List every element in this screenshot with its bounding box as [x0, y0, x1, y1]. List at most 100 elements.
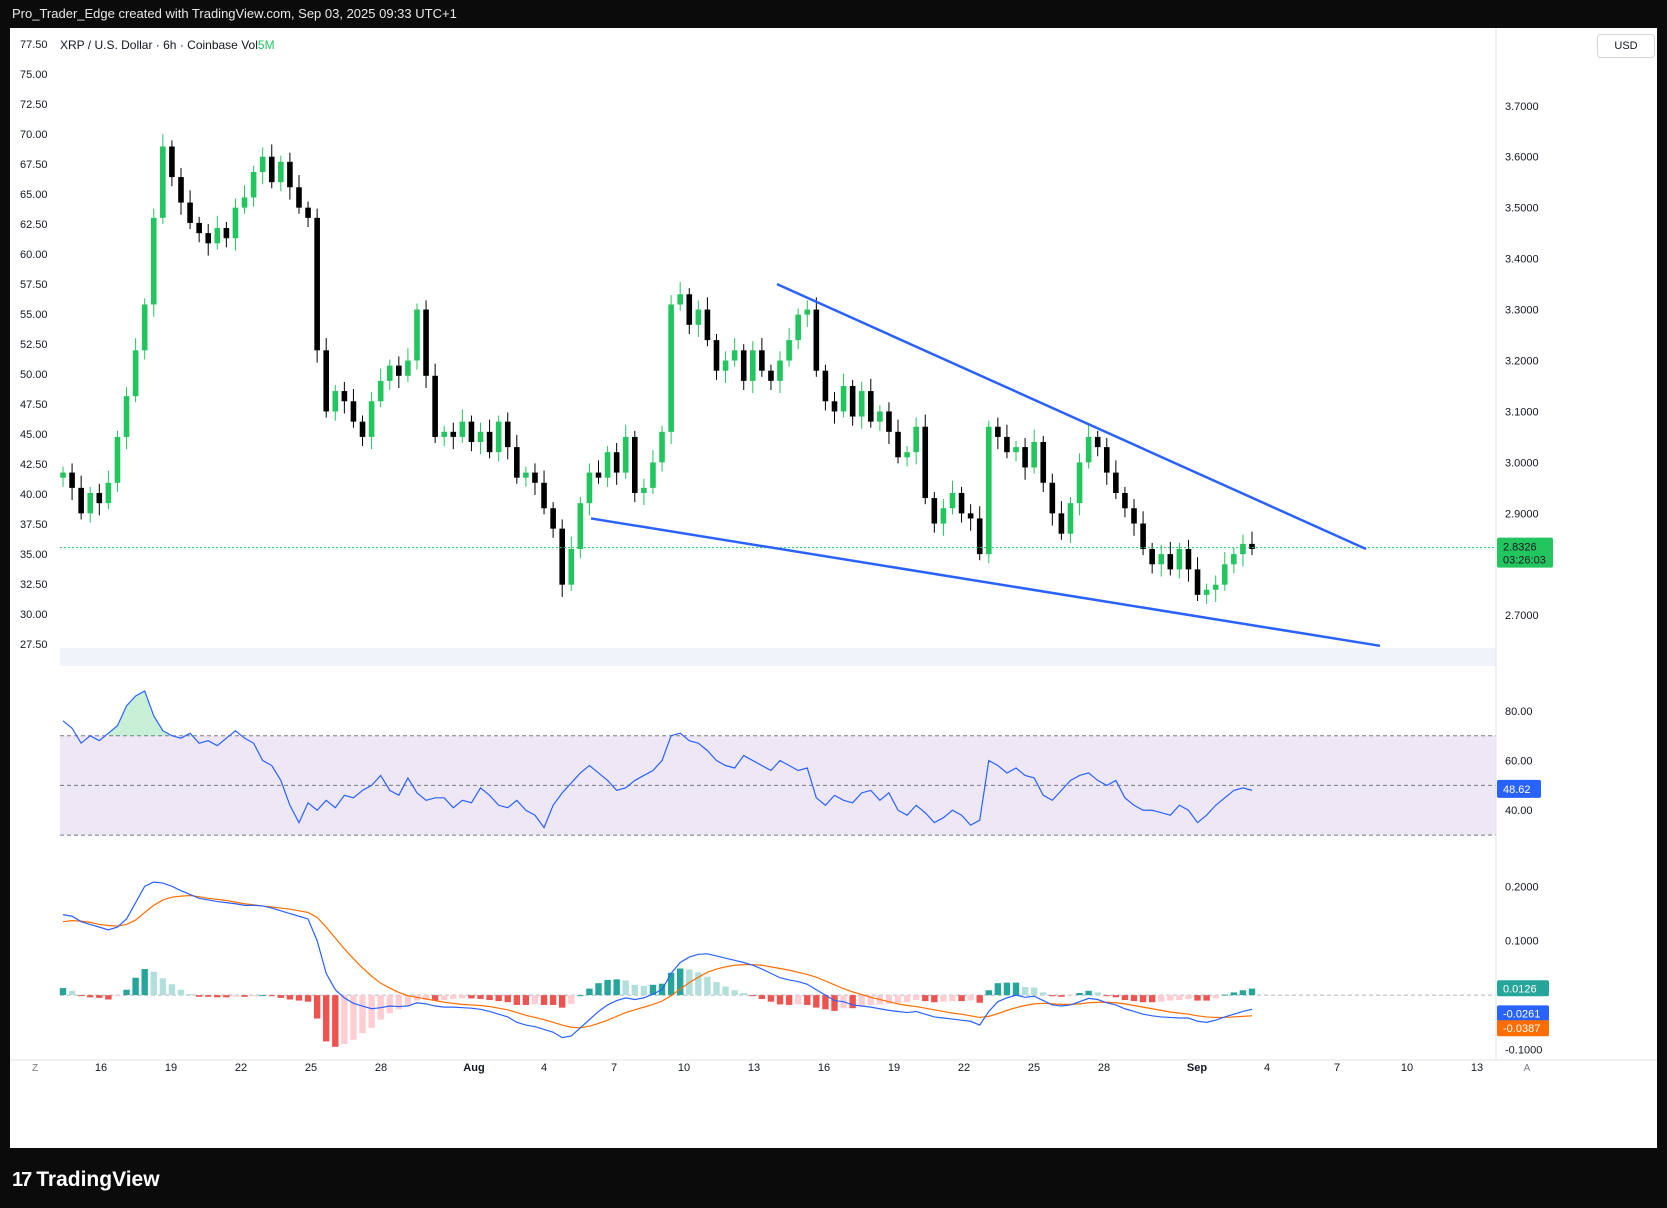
macd-histogram-bar — [241, 995, 248, 997]
candle-body — [241, 197, 248, 208]
candle-body — [1194, 569, 1201, 595]
candle-body — [559, 528, 565, 585]
macd-histogram-bar — [1248, 988, 1256, 996]
candle-body — [759, 350, 765, 371]
macd-histogram-bar — [295, 995, 303, 1001]
macd-histogram-bar — [341, 995, 348, 1045]
candle-body — [1131, 508, 1137, 524]
candle-body — [296, 187, 302, 208]
candle-countdown: 03:26:03 — [1503, 555, 1546, 567]
macd-histogram-bar — [168, 984, 176, 996]
candle-body — [1221, 564, 1228, 585]
candle-body — [1240, 543, 1246, 555]
wedge-trendline — [590, 517, 1381, 648]
macd-histogram-bar — [1239, 990, 1247, 996]
macd-histogram-bar — [568, 995, 575, 1004]
macd-histogram-bar — [695, 972, 702, 996]
time-axis-tick: Aug — [463, 1062, 484, 1074]
candle-body — [1185, 549, 1192, 570]
candle-body — [1067, 503, 1074, 534]
right-axis-tick: 3.6000 — [1505, 152, 1539, 164]
candle-body — [314, 217, 320, 351]
macd-histogram-bar — [350, 995, 357, 1040]
macd-histogram-bar — [1212, 995, 1219, 999]
currency-button[interactable]: USD — [1597, 34, 1655, 58]
macd-histogram-bar — [395, 995, 403, 1010]
symbol-label[interactable]: XRP / U.S. Dollar · 6h · Coinbase — [60, 38, 238, 52]
candle-body — [441, 431, 448, 437]
time-axis-tick: 28 — [1098, 1062, 1110, 1074]
candle-body — [686, 294, 693, 325]
macd-histogram-bar — [903, 995, 911, 1003]
macd-histogram-bar — [894, 995, 902, 1003]
macd-histogram-bar — [1103, 995, 1110, 997]
chart-panel[interactable]: 77.50 75.00 72.50 70.00 67.50 65.00 62.50 60.00… — [10, 28, 1657, 1148]
macd-axis-tick: 0.2000 — [1505, 881, 1539, 893]
left-axis-tick: 65.00 — [20, 189, 48, 201]
macd-histogram-bar — [268, 995, 275, 997]
candle-body — [550, 508, 556, 529]
candle-body — [504, 421, 511, 448]
candle-body — [450, 431, 457, 437]
left-axis-tick: 47.50 — [20, 399, 48, 411]
macd-histogram-bar — [958, 995, 965, 1002]
right-axis-tick: 3.1000 — [1505, 406, 1539, 418]
candle-body — [822, 370, 829, 402]
candle-body — [722, 360, 729, 371]
macd-value-badge — [1497, 1005, 1549, 1022]
candle-body — [350, 401, 357, 422]
candle-body — [341, 391, 348, 402]
time-axis-tick: 4 — [541, 1062, 547, 1074]
macd-histogram-bar — [450, 995, 457, 999]
rsi-axis-tick: 40.00 — [1505, 805, 1533, 817]
macd-histogram-bar — [994, 983, 1002, 996]
macd-histogram-bar — [404, 995, 412, 1006]
left-axis-tick: 75.00 — [20, 69, 48, 81]
candle-body — [604, 452, 611, 478]
macd-histogram-bar — [822, 995, 829, 1010]
left-axis-tick: 32.50 — [20, 579, 48, 591]
candle-body — [1058, 513, 1065, 534]
candle-body — [1113, 472, 1119, 493]
macd-histogram-bar — [758, 995, 766, 999]
macd-histogram-bar — [1030, 987, 1038, 996]
macd-histogram-bar — [604, 979, 611, 996]
macd-histogram-bar — [1021, 986, 1029, 996]
macd-histogram-bar — [858, 995, 865, 1007]
macd-histogram-bar — [368, 995, 375, 1028]
candle-body — [1167, 554, 1174, 570]
current-price-badge — [1497, 537, 1553, 568]
time-axis-tick: 25 — [305, 1062, 317, 1074]
macd-histogram-bar — [123, 989, 130, 996]
candle-body — [78, 487, 84, 514]
candle-body — [922, 426, 929, 499]
left-axis-tick: 62.50 — [20, 219, 48, 231]
left-axis-tick: 35.00 — [20, 549, 48, 561]
time-axis-tick: 19 — [888, 1062, 900, 1074]
macd-histogram-bar — [540, 995, 548, 1005]
chart-canvas[interactable]: 77.50 75.00 72.50 70.00 67.50 65.00 62.50 60.00… — [10, 28, 1657, 1148]
candle-body — [632, 436, 638, 493]
macd-histogram-bar — [549, 995, 557, 1005]
macd-histogram-bar — [558, 995, 566, 1008]
macd-histogram-bar — [77, 995, 85, 997]
macd-histogram-bar — [277, 995, 285, 998]
macd-histogram-bar — [804, 995, 811, 1005]
macd-histogram-bar — [631, 984, 639, 996]
macd-histogram-bar — [1185, 995, 1192, 999]
right-axis-tick: 3.0000 — [1505, 457, 1539, 469]
right-axis-tick: 3.3000 — [1505, 305, 1539, 317]
right-axis-tick: 3.7000 — [1505, 101, 1539, 113]
candle-body — [323, 350, 330, 412]
candle-body — [858, 391, 865, 417]
macd-histogram-bar — [1112, 995, 1120, 998]
candle-body — [659, 431, 665, 463]
candle-body — [1203, 589, 1210, 595]
left-axis-tick: 42.50 — [20, 459, 48, 471]
time-axis-tick: 7 — [1334, 1062, 1340, 1074]
macd-histogram-bar — [640, 985, 648, 996]
tradingview-logo[interactable]: 17 TradingView — [12, 1168, 160, 1192]
candle-body — [940, 508, 947, 524]
macd-histogram-bar — [477, 995, 484, 999]
candle-body — [196, 222, 202, 234]
